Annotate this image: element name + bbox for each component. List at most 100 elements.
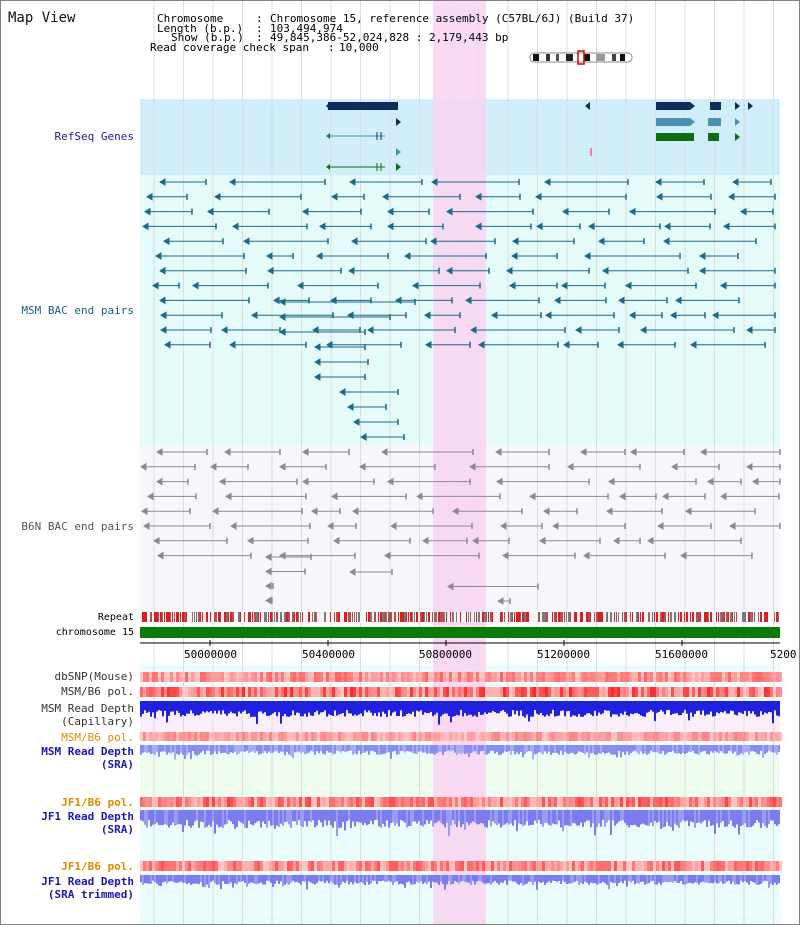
bac-end-marker[interactable]	[316, 252, 323, 260]
bac-end-marker[interactable]	[663, 237, 670, 246]
bac-end-marker[interactable]	[360, 433, 367, 441]
msm-bac-end-pair-features[interactable]	[142, 178, 776, 441]
bac-end-marker[interactable]	[146, 192, 153, 201]
bac-end-marker[interactable]	[160, 311, 167, 320]
bac-end-marker[interactable]	[359, 462, 366, 471]
bac-end-marker[interactable]	[302, 477, 309, 486]
bac-end-marker[interactable]	[452, 507, 459, 516]
bac-end-marker[interactable]	[552, 522, 559, 530]
bac-end-marker[interactable]	[502, 551, 509, 560]
bac-end-marker[interactable]	[699, 252, 706, 260]
bac-end-marker[interactable]	[746, 326, 753, 334]
bac-end-marker[interactable]	[625, 281, 632, 290]
bac-end-marker[interactable]	[728, 192, 735, 201]
bac-end-marker[interactable]	[598, 237, 605, 246]
bac-end-marker[interactable]	[629, 207, 636, 216]
bac-end-marker[interactable]	[267, 266, 274, 275]
bac-end-marker[interactable]	[619, 492, 626, 501]
bac-end-marker[interactable]	[544, 178, 551, 186]
track-label-jf1-read-depth-sra-trimmed[interactable]: JF1 Read Depth (SRA trimmed)	[41, 875, 134, 901]
track-label-msm-bac-end-pairs[interactable]: MSM BAC end pairs	[21, 304, 134, 317]
bac-end-marker[interactable]	[207, 207, 214, 216]
bac-end-marker[interactable]	[210, 462, 217, 471]
bac-end-marker[interactable]	[575, 326, 582, 334]
track-label-jf1-b6-pol[interactable]: JF1/B6 pol.	[61, 796, 134, 809]
bac-end-marker[interactable]	[390, 522, 397, 530]
bac-end-marker[interactable]	[349, 568, 356, 576]
bac-end-marker[interactable]	[302, 448, 309, 456]
bac-end-marker[interactable]	[535, 192, 542, 201]
bac-end-marker[interactable]	[251, 311, 258, 320]
bac-end-marker[interactable]	[511, 252, 518, 260]
bac-end-marker[interactable]	[602, 266, 609, 275]
bac-end-marker[interactable]	[279, 298, 286, 306]
bac-end-marker[interactable]	[382, 192, 389, 201]
track-label-jf1-b6-pol-2[interactable]: JF1/B6 pol.	[61, 860, 134, 873]
bac-end-marker[interactable]	[314, 343, 321, 351]
selected-region-highlight[interactable]	[433, 0, 486, 925]
bac-end-marker[interactable]	[143, 522, 150, 530]
b6n-bac-end-pair-features[interactable]	[140, 448, 781, 605]
track-label-msm-read-depth-capillary[interactable]: MSM Read Depth (Capillary)	[41, 702, 134, 728]
bac-end-marker[interactable]	[164, 340, 171, 349]
bac-end-marker[interactable]	[352, 507, 359, 516]
bac-end-marker[interactable]	[545, 311, 552, 320]
bac-end-marker[interactable]	[348, 266, 355, 275]
bac-end-marker[interactable]	[497, 597, 504, 605]
bac-end-marker[interactable]	[664, 222, 671, 231]
bac-end-marker[interactable]	[496, 477, 503, 486]
refseq-gene-features[interactable]	[326, 102, 753, 171]
msm-read-depth-capillary-track[interactable]	[140, 701, 780, 725]
bac-end-marker[interactable]	[381, 448, 388, 456]
msm-read-depth-sra-track[interactable]	[140, 745, 780, 760]
bac-end-marker[interactable]	[608, 477, 615, 486]
track-label-jf1-read-depth-sra[interactable]: JF1 Read Depth (SRA)	[41, 810, 134, 836]
bac-end-marker[interactable]	[430, 237, 437, 246]
bac-end-marker[interactable]	[472, 536, 479, 545]
bac-end-marker[interactable]	[279, 462, 286, 471]
chromosome-15-bar[interactable]	[140, 627, 780, 638]
bac-end-marker[interactable]	[144, 207, 151, 216]
bac-end-marker[interactable]	[680, 551, 687, 560]
bac-end-marker[interactable]	[351, 237, 358, 246]
bac-end-marker[interactable]	[152, 281, 159, 290]
bac-end-marker[interactable]	[446, 207, 453, 216]
bac-end-marker[interactable]	[387, 222, 394, 231]
bac-end-marker[interactable]	[447, 582, 454, 591]
repeat-track-features[interactable]	[142, 612, 779, 622]
jf1-b6-pol-heat-track[interactable]	[140, 797, 782, 807]
bac-end-marker[interactable]	[425, 340, 432, 349]
bac-end-marker[interactable]	[265, 582, 272, 590]
bac-end-marker[interactable]	[326, 340, 333, 349]
bac-end-marker[interactable]	[142, 222, 149, 231]
bac-end-marker[interactable]	[412, 281, 419, 290]
bac-end-marker[interactable]	[349, 178, 356, 186]
bac-end-marker[interactable]	[159, 296, 166, 305]
bac-end-marker[interactable]	[153, 536, 160, 545]
bac-end-marker[interactable]	[159, 266, 166, 275]
bac-end-marker[interactable]	[266, 252, 273, 260]
track-label-msm-b6-pol-2[interactable]: MSM/B6 pol.	[61, 731, 134, 744]
track-label-chromosome[interactable]: chromosome 15	[55, 627, 134, 638]
bac-end-marker[interactable]	[279, 328, 286, 336]
track-label-msm-b6-pol[interactable]: MSM/B6 pol.	[61, 685, 134, 698]
bac-end-marker[interactable]	[225, 492, 232, 501]
bac-end-marker[interactable]	[347, 403, 354, 411]
bac-end-marker[interactable]	[265, 567, 272, 576]
bac-end-marker[interactable]	[469, 462, 476, 471]
bac-end-marker[interactable]	[580, 448, 587, 456]
bac-end-marker[interactable]	[562, 207, 569, 216]
bac-end-marker[interactable]	[224, 448, 231, 456]
bac-end-marker[interactable]	[512, 237, 519, 246]
bac-end-marker[interactable]	[156, 448, 163, 456]
bac-end-marker[interactable]	[536, 222, 543, 231]
bac-end-marker[interactable]	[671, 462, 678, 471]
bac-end-marker[interactable]	[529, 492, 536, 501]
bac-end-marker[interactable]	[618, 296, 625, 305]
bac-end-marker[interactable]	[656, 192, 663, 201]
bac-end-marker[interactable]	[588, 222, 595, 231]
bac-end-marker[interactable]	[159, 178, 166, 186]
bac-end-marker[interactable]	[539, 536, 546, 545]
bac-end-marker[interactable]	[404, 252, 411, 260]
bac-end-marker[interactable]	[707, 477, 714, 486]
